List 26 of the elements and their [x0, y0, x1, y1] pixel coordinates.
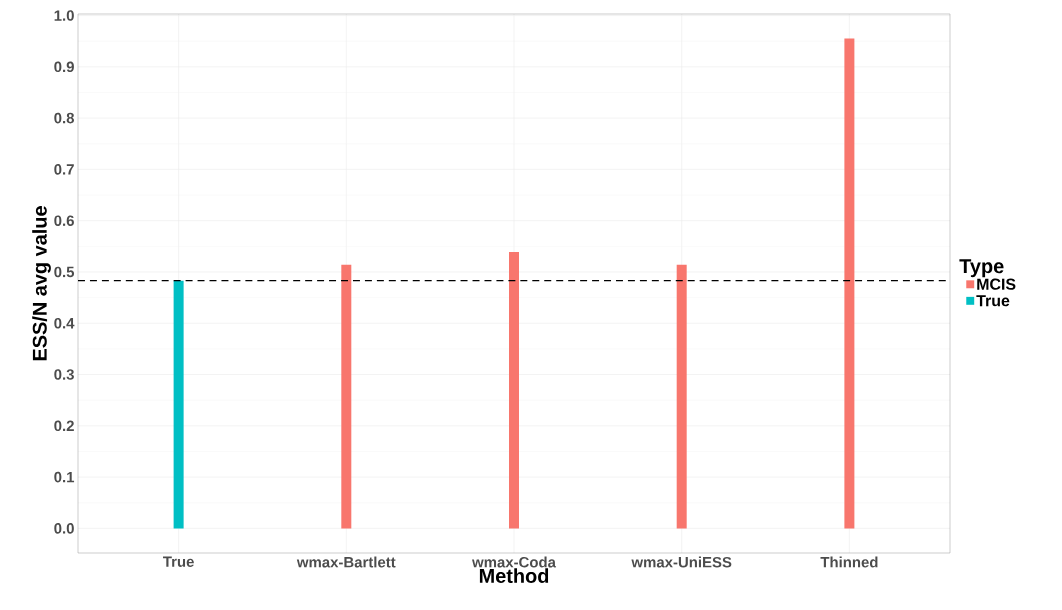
x-tick-label: wmax-Coda — [472, 556, 557, 568]
y-tick-label: 0.5 — [54, 266, 75, 278]
legend-title: Type — [959, 259, 1004, 278]
y-axis-title: ESS/N avg value — [32, 206, 51, 361]
y-tick-label: 0.2 — [54, 420, 74, 432]
y-tick-label: 0.3 — [54, 369, 74, 380]
bar — [341, 264, 352, 529]
y-tick-label: 0.9 — [54, 61, 74, 73]
x-tick-label: True — [163, 556, 194, 567]
legend-label: True — [976, 295, 1010, 307]
x-tick-label: wmax-Bartlett — [296, 556, 396, 568]
y-tick-label: 0.0 — [54, 523, 74, 534]
y-tick-label: 0.8 — [54, 112, 75, 124]
bar — [676, 264, 687, 529]
x-axis-title: Method — [479, 568, 549, 583]
legend-label: MCIS — [977, 278, 1016, 290]
y-tick-label: 0.6 — [54, 215, 74, 226]
y-tick-label: 1.0 — [54, 10, 74, 21]
y-tick-label: 0.4 — [54, 317, 75, 329]
bar — [844, 38, 855, 529]
bar — [509, 251, 519, 529]
bar — [173, 280, 184, 529]
x-tick-label: wmax-UniESS — [631, 556, 732, 568]
y-tick-label: 0.7 — [54, 164, 74, 175]
x-tick-label: Thinned — [820, 556, 878, 568]
y-tick-label: 0.1 — [54, 471, 75, 483]
